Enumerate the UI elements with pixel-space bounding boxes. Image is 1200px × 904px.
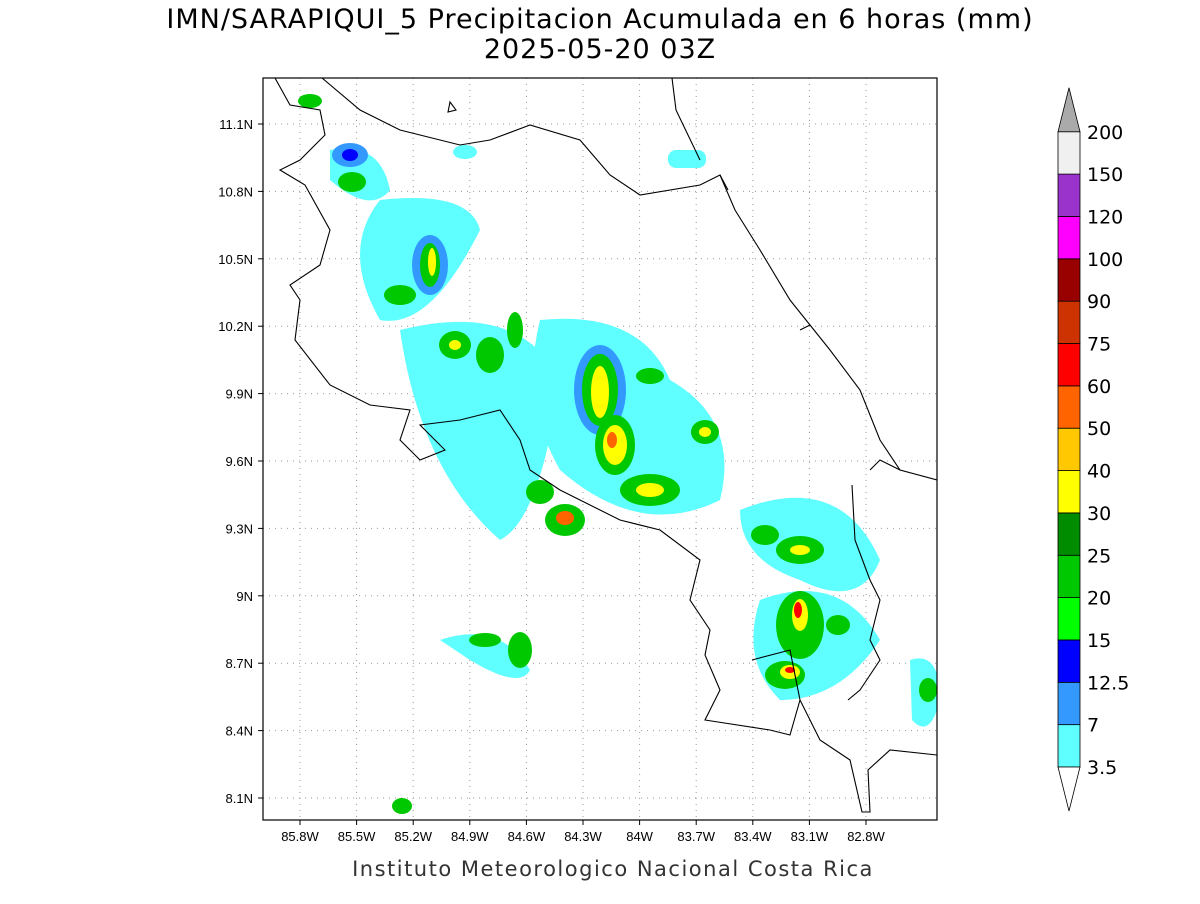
colorbar-band [1057, 258, 1081, 302]
colorbar-under [1057, 766, 1081, 812]
precip-field [274, 78, 937, 814]
colorbar-label: 90 [1087, 291, 1111, 313]
colorbar-band [1057, 639, 1081, 683]
colorbar-band [1057, 597, 1081, 641]
colorbar-band [1057, 681, 1081, 726]
lon-tick-label: 85.2W [394, 829, 432, 844]
colorbar-label: 40 [1087, 461, 1111, 483]
colorbar-band [1057, 427, 1081, 471]
colorbar-label: 60 [1087, 376, 1111, 398]
lat-tick-label: 9N [236, 589, 253, 604]
colorbar-band [1057, 554, 1081, 598]
axis-ticks: 11.1N 10.8N 10.5N 10.2N 9.9N 9.6N 9.3N 9N 8.7N 8.… [218, 117, 885, 844]
coastlines [274, 78, 937, 813]
colorbar-label: 200 [1087, 122, 1123, 144]
colorbar-band [1057, 724, 1081, 768]
lon-tick-label: 83.7W [677, 829, 715, 844]
colorbar-label: 120 [1087, 206, 1123, 228]
colorbar-label: 75 [1087, 334, 1111, 356]
lon-tick-label: 83.4W [734, 829, 772, 844]
lat-tick-label: 9.9N [226, 387, 253, 402]
colorbar-band [1057, 173, 1081, 217]
lon-tick-label: 84.3W [564, 829, 602, 844]
subtitle: 2025-05-20 03Z [484, 34, 716, 65]
colorbar-label: 100 [1087, 249, 1123, 271]
colorbar: 3.5 7 12.5 15 20 25 30 40 50 60 75 90 100 120 150 200 [1057, 87, 1129, 812]
lat-tick-label: 10.8N [218, 184, 253, 199]
map-frame [262, 77, 938, 821]
lat-tick-label: 10.5N [218, 252, 253, 267]
lat-tick-label: 8.4N [226, 724, 253, 739]
lon-tick-label: 84.9W [451, 829, 489, 844]
lat-tick-label: 9.3N [226, 521, 253, 536]
lat-tick-label: 10.2N [218, 319, 253, 334]
lat-tick-label: 8.7N [226, 656, 253, 671]
colorbar-label: 50 [1087, 418, 1111, 440]
colorbar-label: 7 [1087, 715, 1099, 737]
colorbar-band [1057, 512, 1081, 556]
colorbar-band [1057, 300, 1081, 344]
colorbar-label: 20 [1087, 588, 1111, 610]
lat-tick-label: 9.6N [226, 454, 253, 469]
colorbar-label: 25 [1087, 545, 1111, 567]
colorbar-label: 150 [1087, 164, 1123, 186]
colorbar-band [1057, 470, 1081, 514]
lon-tick-label: 84W [626, 829, 653, 844]
lon-tick-label: 85.5W [338, 829, 376, 844]
colorbar-band [1057, 385, 1081, 429]
colorbar-over [1057, 87, 1081, 133]
colorbar-label: 30 [1087, 503, 1111, 525]
lon-tick-label: 85.8W [281, 829, 319, 844]
colorbar-band [1057, 131, 1081, 175]
colorbar-label: 3.5 [1087, 757, 1117, 779]
lon-tick-label: 82.8W [847, 829, 885, 844]
title: IMN/SARAPIQUI_5 Precipitacion Acumulada … [166, 4, 1033, 35]
colorbar-band [1057, 343, 1081, 387]
footer: Instituto Meteorologico Nacional Costa R… [352, 857, 874, 881]
rain-cells [298, 94, 937, 814]
lat-tick-label: 8.1N [226, 791, 253, 806]
colorbar-label: 15 [1087, 630, 1111, 652]
lon-tick-label: 84.6W [508, 829, 546, 844]
colorbar-band [1057, 216, 1081, 260]
lon-tick-label: 83.1W [791, 829, 829, 844]
colorbar-label: 12.5 [1087, 672, 1129, 694]
lat-tick-label: 11.1N [219, 117, 253, 132]
